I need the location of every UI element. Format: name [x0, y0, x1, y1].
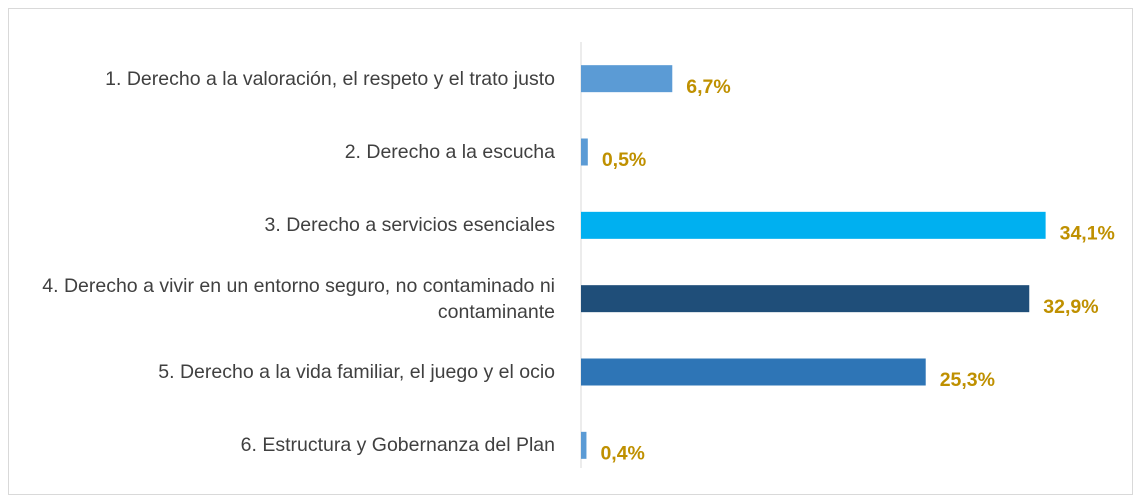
value-label: 25,3% [940, 369, 995, 391]
category-label: 3. Derecho a servicios esenciales [264, 214, 555, 237]
bar [581, 431, 587, 459]
chart-frame [8, 8, 1133, 495]
bar [581, 211, 1046, 239]
bar [581, 138, 588, 166]
bar [581, 65, 673, 93]
value-label: 34,1% [1060, 222, 1115, 244]
category-label: 1. Derecho a la valoración, el respeto y… [105, 67, 555, 90]
value-label: 6,7% [686, 76, 730, 98]
category-label: 4. Derecho a vivir en un entorno seguro,… [42, 274, 555, 323]
bar [581, 358, 926, 386]
value-label: 0,4% [600, 442, 644, 464]
category-label: 5. Derecho a la vida familiar, el juego … [158, 361, 555, 383]
category-label: 2. Derecho a la escucha [344, 141, 555, 163]
value-label: 0,5% [602, 149, 646, 171]
value-label: 32,9% [1043, 296, 1098, 318]
category-label: 6. Estructura y Gobernanza del Plan [240, 434, 555, 457]
bar [581, 285, 1030, 313]
